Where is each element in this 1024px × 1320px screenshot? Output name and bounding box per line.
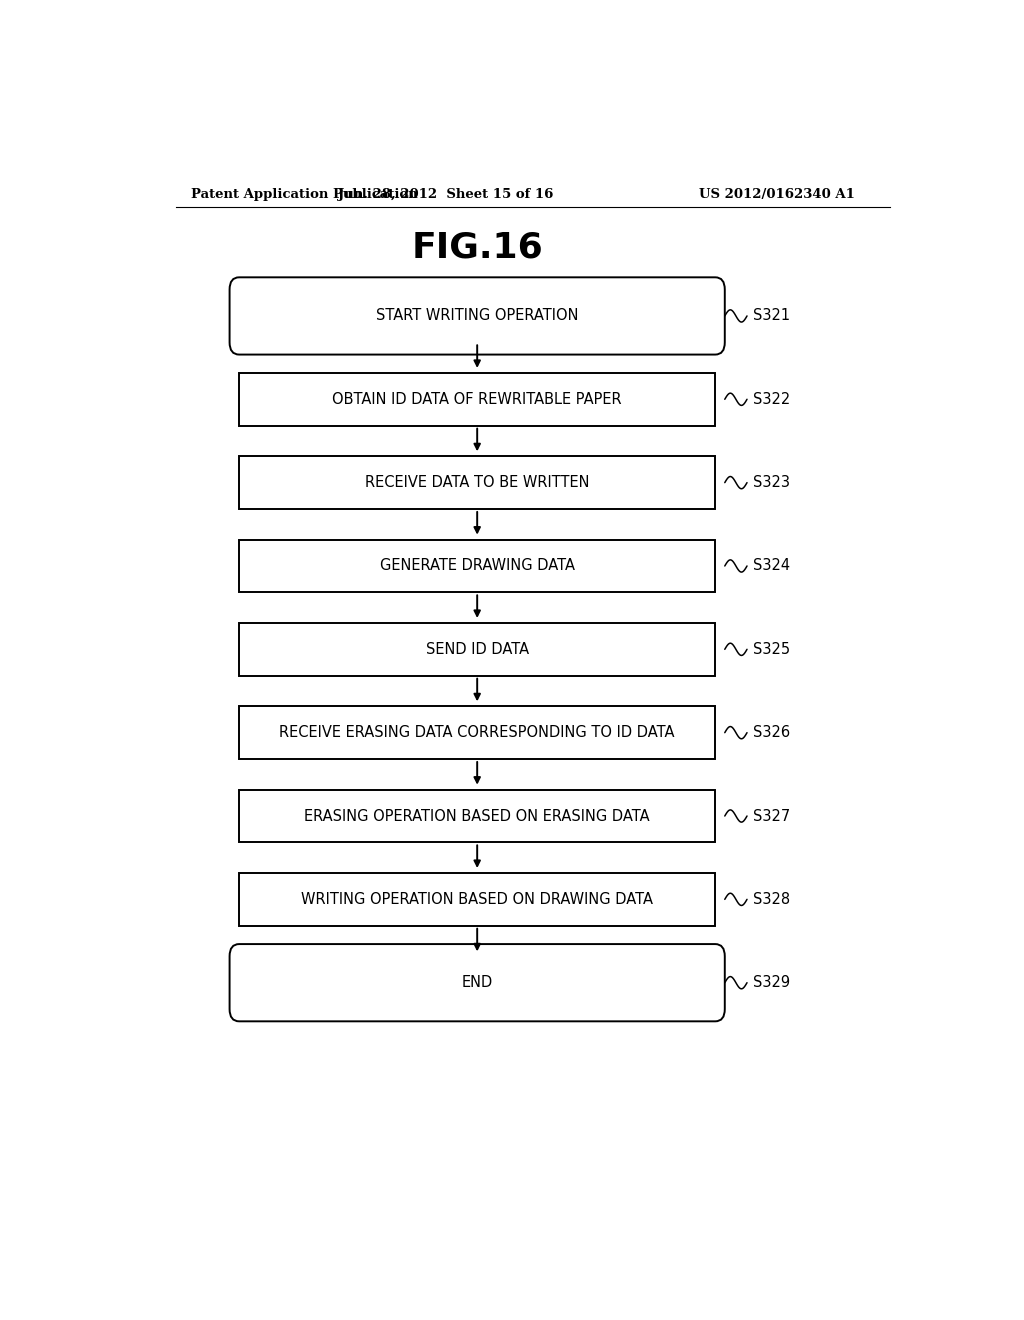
Text: ERASING OPERATION BASED ON ERASING DATA: ERASING OPERATION BASED ON ERASING DATA — [304, 809, 650, 824]
FancyBboxPatch shape — [240, 372, 715, 426]
FancyBboxPatch shape — [229, 944, 725, 1022]
Text: S321: S321 — [754, 309, 791, 323]
Text: S325: S325 — [754, 642, 791, 657]
Text: SEND ID DATA: SEND ID DATA — [426, 642, 528, 657]
Text: S329: S329 — [754, 975, 791, 990]
FancyBboxPatch shape — [240, 623, 715, 676]
FancyBboxPatch shape — [240, 457, 715, 510]
Text: S322: S322 — [754, 392, 791, 407]
FancyBboxPatch shape — [240, 873, 715, 925]
Text: RECEIVE DATA TO BE WRITTEN: RECEIVE DATA TO BE WRITTEN — [365, 475, 590, 490]
FancyBboxPatch shape — [240, 540, 715, 593]
Text: GENERATE DRAWING DATA: GENERATE DRAWING DATA — [380, 558, 574, 573]
Text: OBTAIN ID DATA OF REWRITABLE PAPER: OBTAIN ID DATA OF REWRITABLE PAPER — [333, 392, 622, 407]
Text: WRITING OPERATION BASED ON DRAWING DATA: WRITING OPERATION BASED ON DRAWING DATA — [301, 892, 653, 907]
Text: RECEIVE ERASING DATA CORRESPONDING TO ID DATA: RECEIVE ERASING DATA CORRESPONDING TO ID… — [280, 725, 675, 741]
Text: Patent Application Publication: Patent Application Publication — [191, 189, 418, 202]
FancyBboxPatch shape — [240, 789, 715, 842]
Text: S324: S324 — [754, 558, 791, 573]
Text: END: END — [462, 975, 493, 990]
Text: FIG.16: FIG.16 — [412, 231, 543, 265]
Text: US 2012/0162340 A1: US 2012/0162340 A1 — [699, 189, 855, 202]
Text: START WRITING OPERATION: START WRITING OPERATION — [376, 309, 579, 323]
FancyBboxPatch shape — [240, 706, 715, 759]
Text: S327: S327 — [754, 809, 791, 824]
Text: S328: S328 — [754, 892, 791, 907]
Text: S323: S323 — [754, 475, 791, 490]
Text: Jun. 28, 2012  Sheet 15 of 16: Jun. 28, 2012 Sheet 15 of 16 — [338, 189, 553, 202]
Text: S326: S326 — [754, 725, 791, 741]
FancyBboxPatch shape — [229, 277, 725, 355]
